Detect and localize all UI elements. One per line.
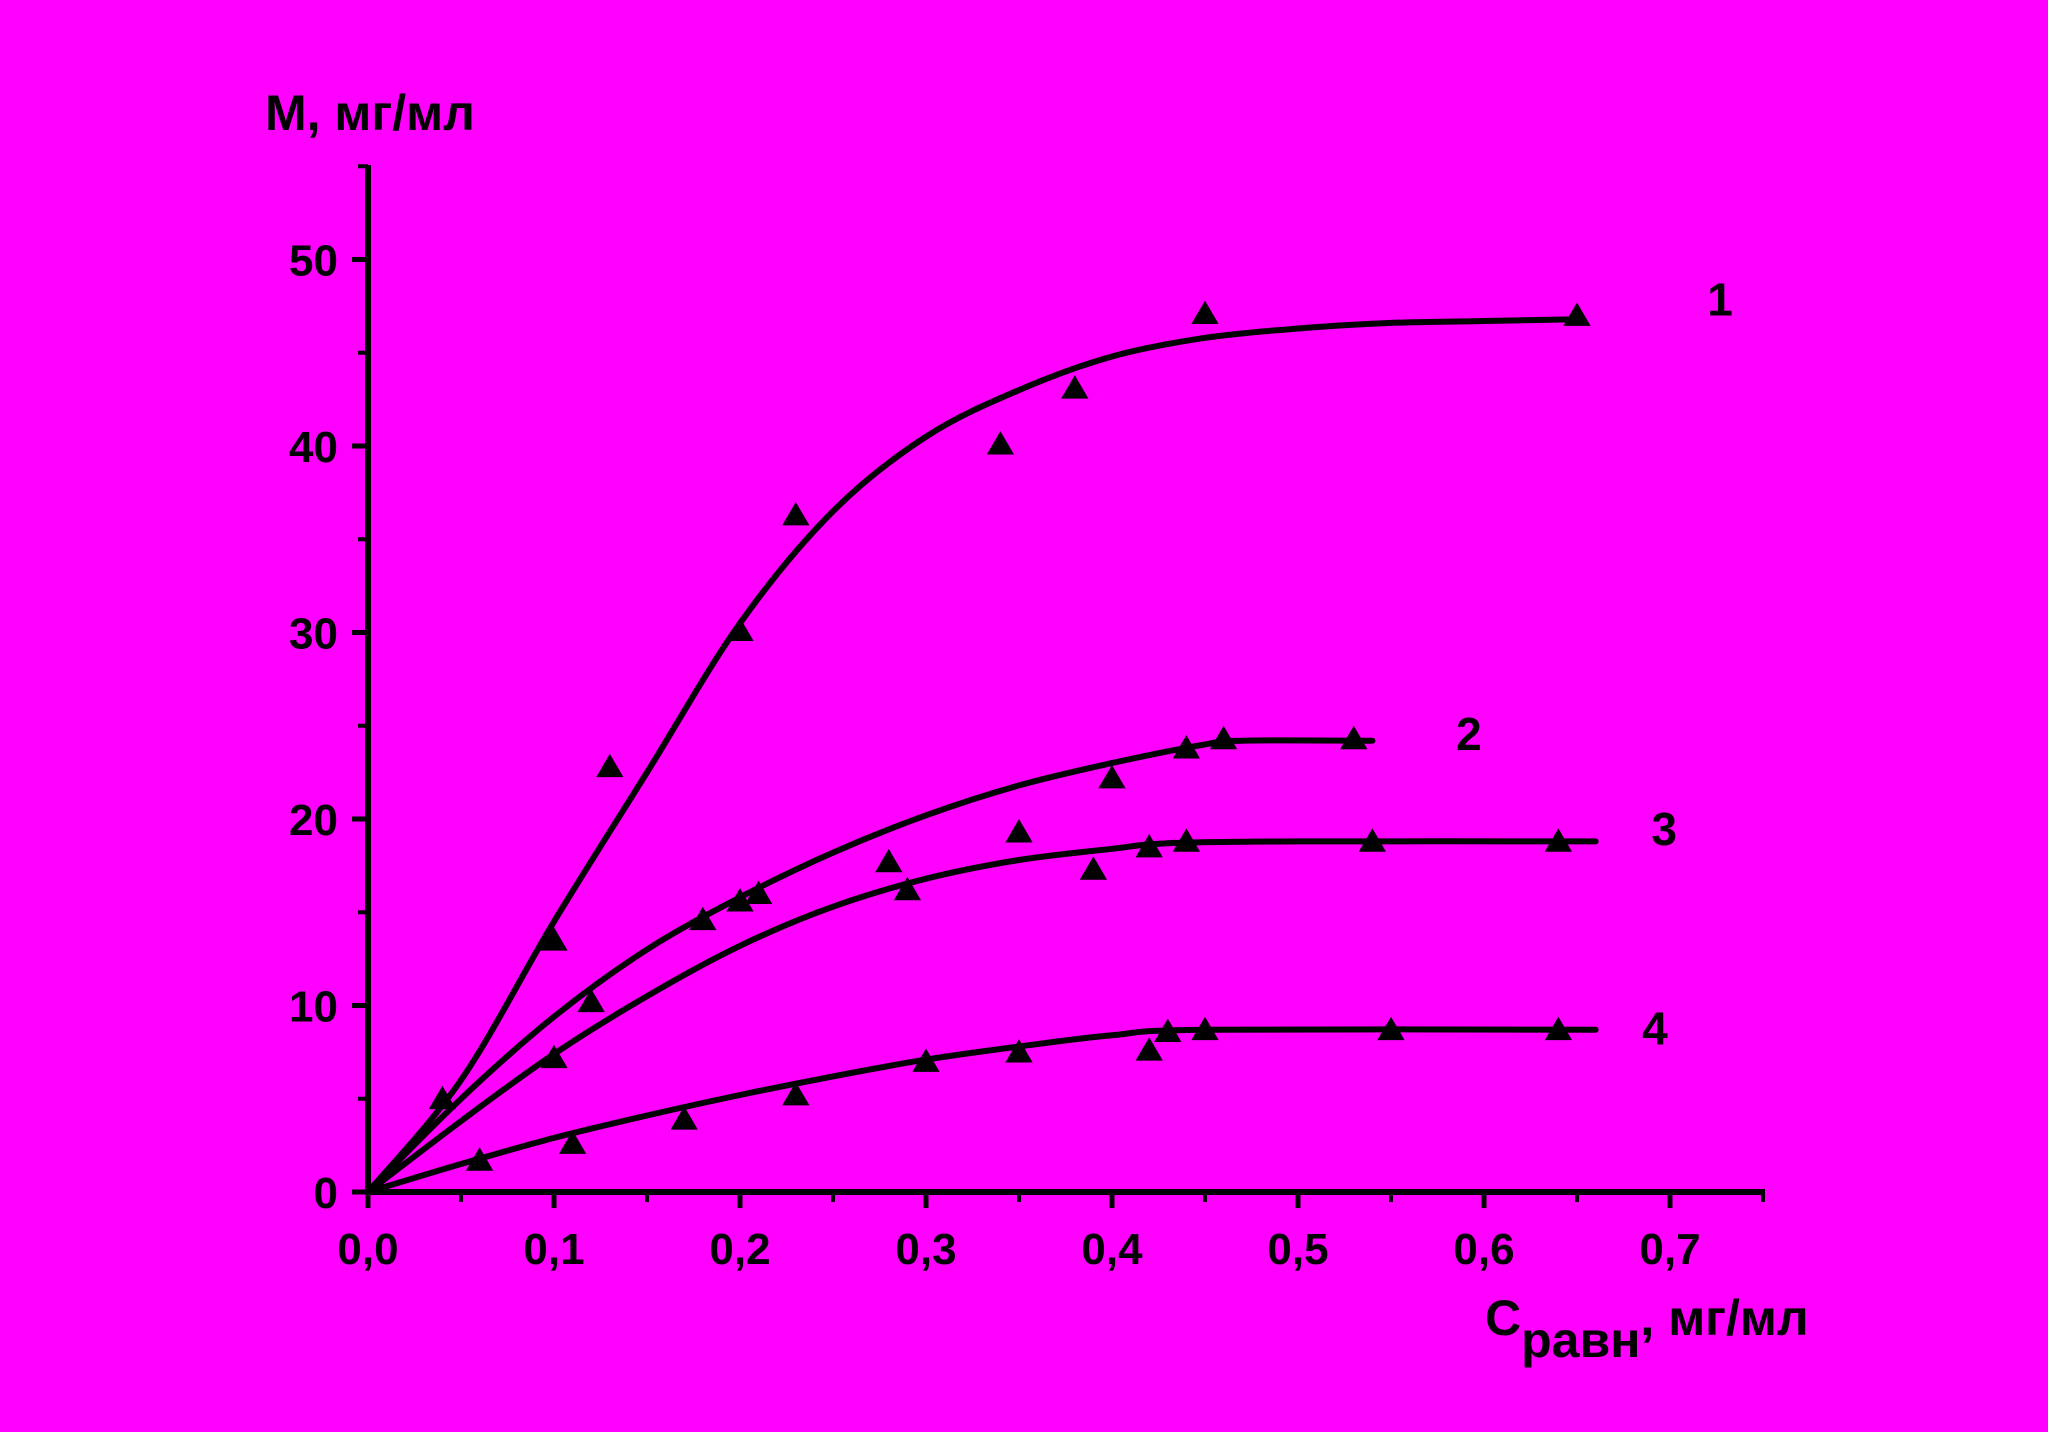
series-2-point	[689, 906, 717, 931]
axes	[352, 164, 1765, 1208]
series-2-point	[726, 888, 754, 912]
series-2-point	[577, 988, 605, 1013]
series-4-point	[1377, 1016, 1405, 1041]
series-3-label: 3	[1651, 803, 1677, 855]
series-3-point	[1135, 833, 1163, 858]
series-1-point	[596, 753, 624, 778]
series-3-point	[893, 876, 922, 901]
y-tick-label: 0	[314, 1169, 338, 1218]
series-3-point	[1358, 828, 1387, 852]
x-axis-title: Cравн, мг/мл	[1485, 1290, 1809, 1368]
x-tick-label: 0,6	[1453, 1225, 1514, 1274]
series-2-point	[744, 880, 773, 904]
series-4-label: 4	[1642, 1003, 1668, 1055]
series-4-point	[1544, 1016, 1573, 1041]
series-4-point	[558, 1130, 587, 1154]
y-tick-label: 10	[289, 983, 338, 1032]
series-3-point	[1079, 856, 1108, 880]
series-2-point	[1098, 764, 1126, 789]
series-1-point	[1191, 300, 1219, 324]
x-tick-label: 0,1	[523, 1225, 584, 1274]
series-1-point	[1061, 375, 1089, 399]
x-tick-label: 0,2	[709, 1225, 770, 1274]
x-tick-label: 0,0	[337, 1225, 398, 1274]
x-axis-title-main: C	[1485, 1290, 1521, 1346]
series-2-curve	[365, 737, 1376, 1195]
series-3-point	[540, 1044, 568, 1069]
series-4-point	[465, 1147, 494, 1171]
series-4-point	[912, 1048, 940, 1072]
series-2-point	[875, 848, 903, 873]
x-axis-title-subscript: равн	[1521, 1312, 1640, 1368]
y-tick-label: 30	[289, 610, 338, 659]
x-tick-label: 0,4	[1081, 1225, 1143, 1274]
series-2-point	[1005, 819, 1033, 843]
series-4-point	[1191, 1016, 1219, 1041]
y-tick-label: 40	[289, 423, 338, 472]
series-1-label: 1	[1707, 273, 1733, 325]
y-tick-label: 50	[289, 237, 338, 286]
x-axis-title-suffix: , мг/мл	[1640, 1290, 1808, 1346]
series-4-point	[782, 1082, 810, 1106]
x-tick-label: 0,3	[895, 1225, 956, 1274]
series-4-point	[1005, 1039, 1033, 1063]
x-tick-label: 0,7	[1639, 1225, 1700, 1274]
series-3-point	[1544, 828, 1573, 852]
tick-labels: 0,0 0,1 0,2 0,3 0,4 0,5 0,6 0,7 0 10 20 30 40 50	[289, 237, 1701, 1275]
series-1-curve	[365, 316, 1580, 1195]
series-1-point	[782, 502, 810, 526]
data-markers	[428, 300, 1591, 1171]
y-axis-title: M, мг/мл	[265, 85, 475, 141]
series-1-point	[1563, 302, 1591, 326]
y-tick-label: 20	[289, 796, 338, 845]
series-1-point	[726, 617, 754, 642]
series-4-point	[1154, 1018, 1182, 1043]
series-labels: 1 2 3 4	[1456, 273, 1733, 1054]
series-2-point	[1340, 725, 1368, 750]
x-tick-label: 0,5	[1267, 1225, 1328, 1274]
series-1-point	[540, 927, 568, 951]
series-3-point	[1172, 828, 1201, 852]
series-1-point	[986, 431, 1015, 455]
series-2-point	[1209, 725, 1238, 750]
series-4-point	[670, 1106, 698, 1130]
series-4-point	[1135, 1037, 1163, 1061]
series-2-label: 2	[1456, 708, 1482, 760]
series-1-point	[428, 1085, 457, 1110]
series-2-point	[1172, 735, 1201, 759]
